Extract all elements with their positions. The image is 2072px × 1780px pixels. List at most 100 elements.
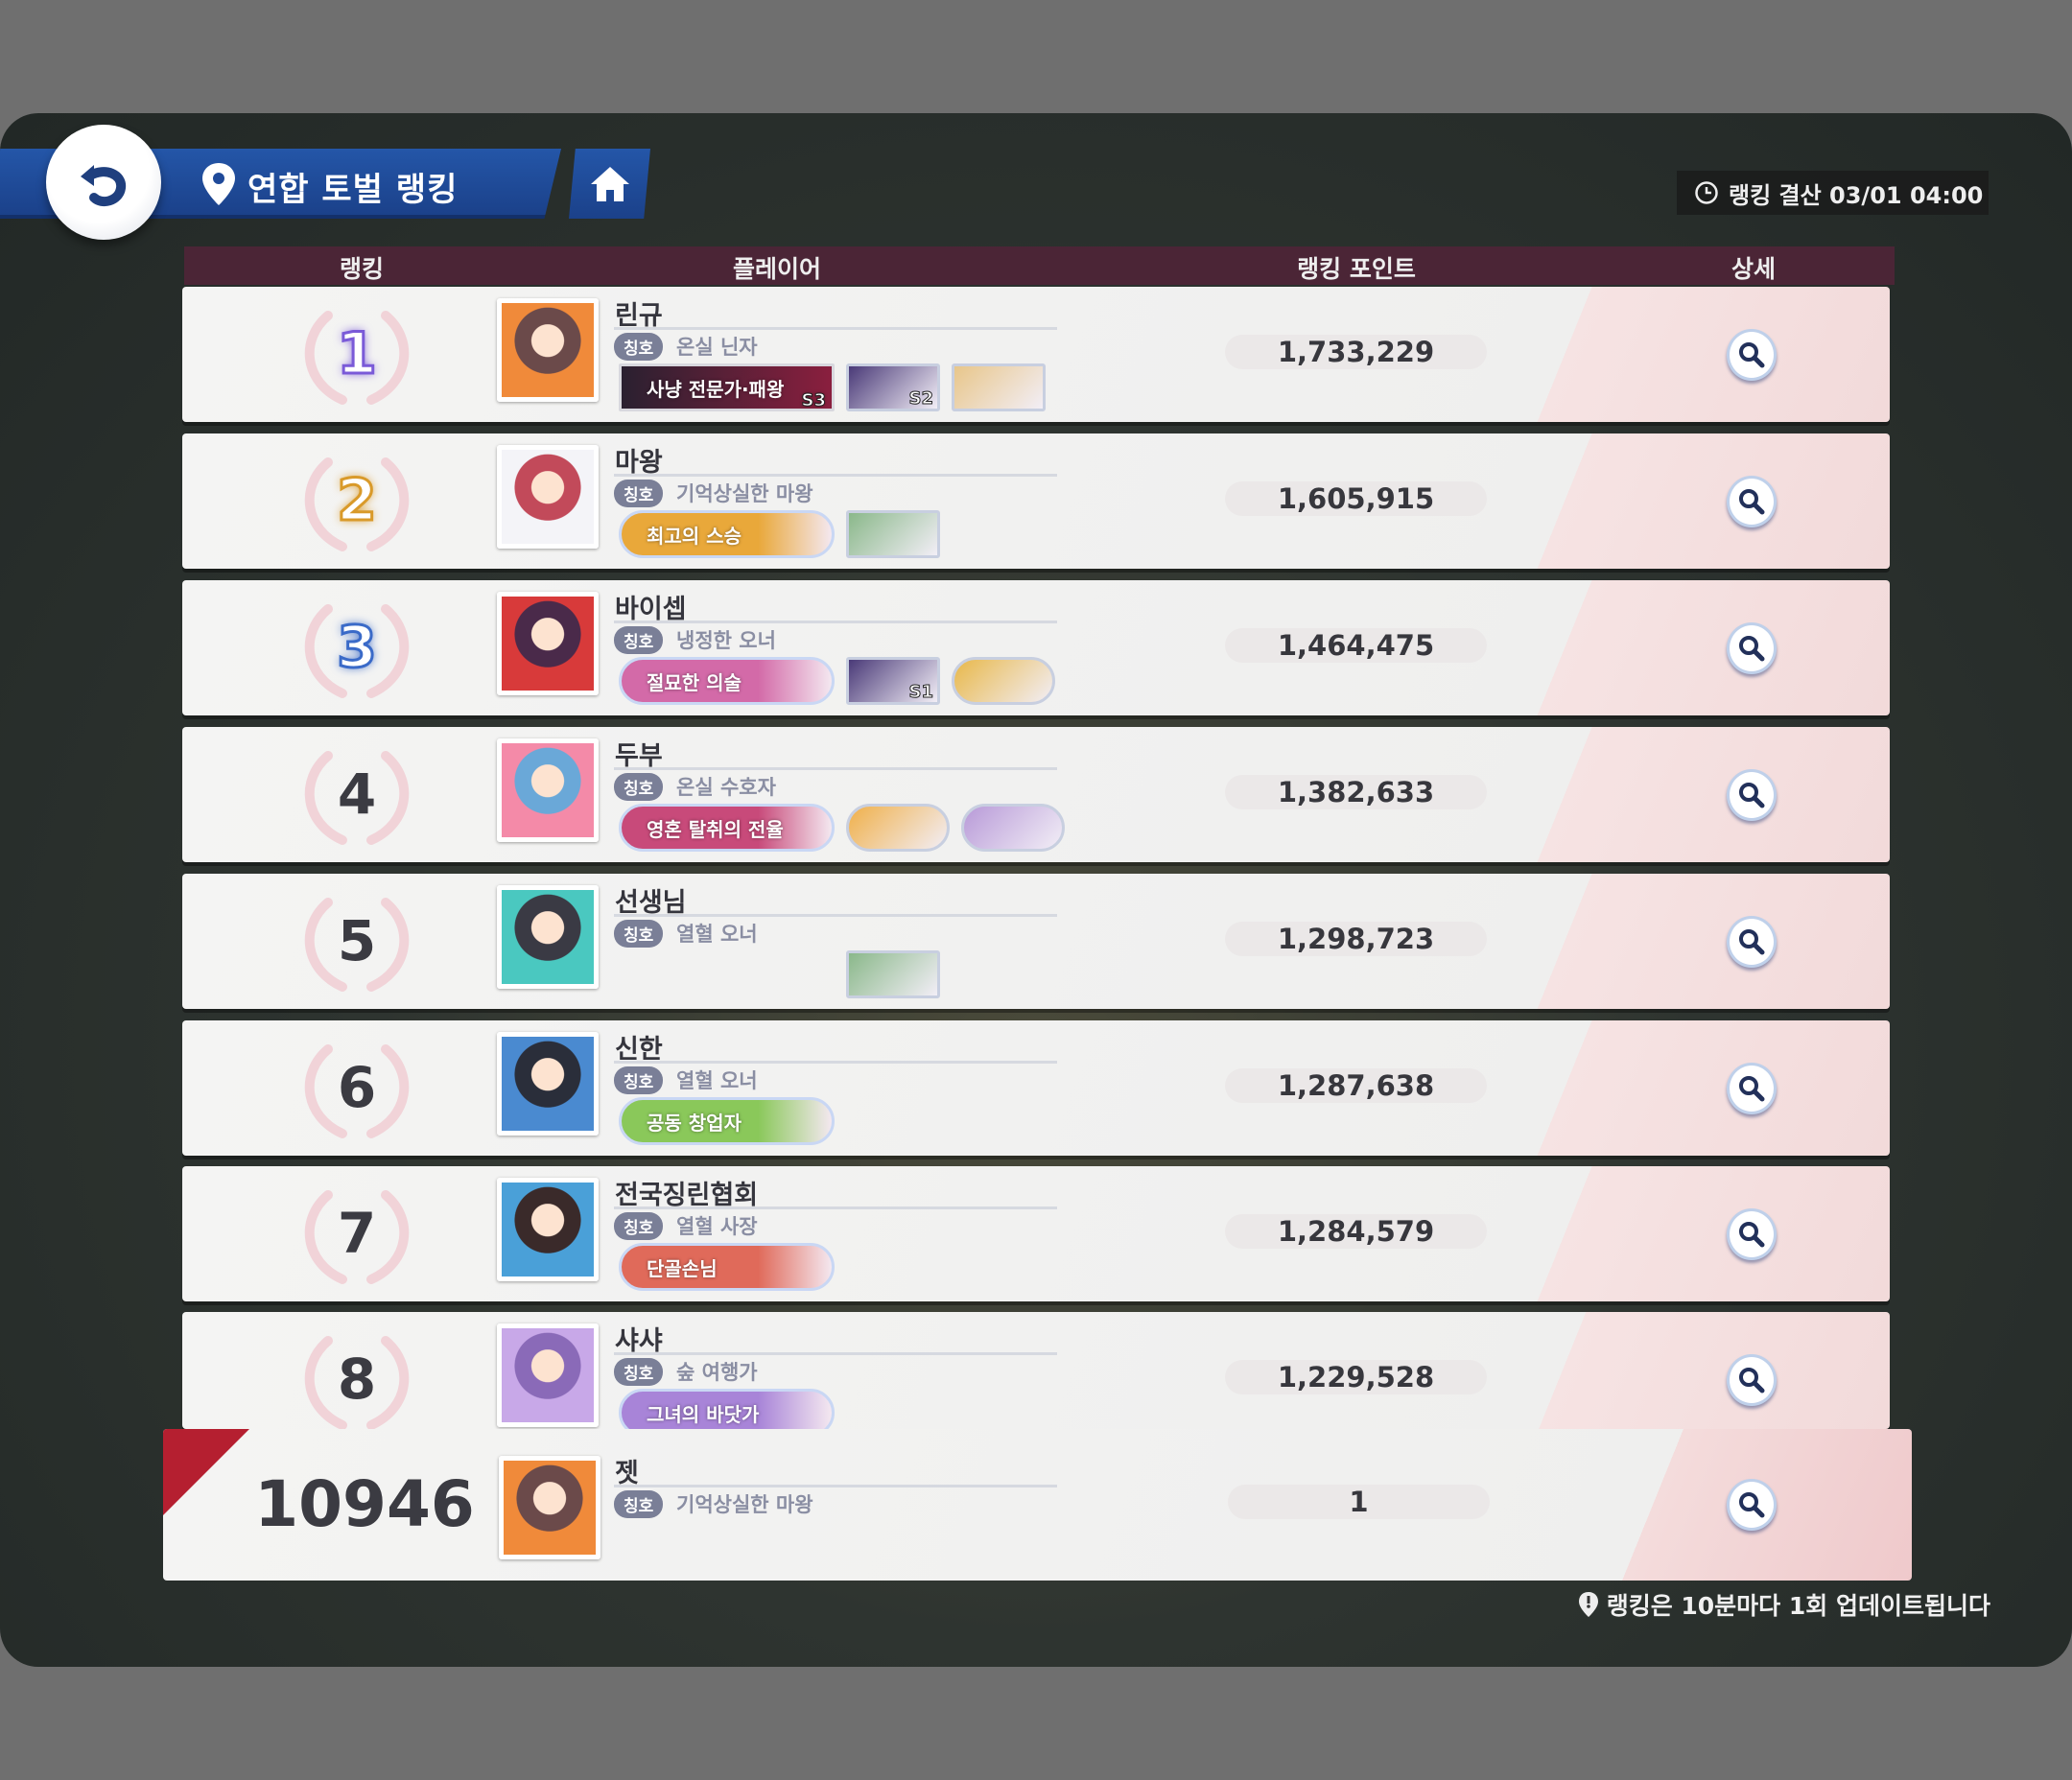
portrait-badge[interactable] — [952, 657, 1055, 705]
ranking-row: 4 두부 칭호 온실 수호자 영혼 탈취의 전율 1,382,633 — [182, 727, 1890, 862]
magnifier-icon — [1739, 489, 1765, 515]
detail-button[interactable] — [1727, 769, 1777, 821]
player-title: 숲 여행가 — [676, 1361, 758, 1384]
portrait-badge[interactable] — [961, 804, 1065, 852]
player-avatar[interactable] — [497, 445, 599, 549]
magnifier-icon — [1739, 1368, 1765, 1394]
portrait-badge[interactable] — [846, 950, 940, 998]
title-banner[interactable]: 그녀의 바닷가 — [619, 1389, 835, 1429]
magnifier-icon — [1739, 1492, 1765, 1518]
ranking-points: 1,284,579 — [1225, 1214, 1487, 1249]
home-button[interactable] — [569, 149, 650, 219]
laurel-icon — [304, 1044, 410, 1138]
badge-spacer — [619, 974, 835, 975]
rank-medal: 1 — [290, 296, 424, 411]
game-window: 연합 토벌 랭킹 랭킹 결산 03/01 04:00 랭킹 플레이어 랭킹 포인… — [0, 113, 2072, 1667]
banner-text: 최고의 스승 — [647, 524, 742, 548]
magnifier-icon — [1739, 636, 1765, 662]
player-title: 열혈 오너 — [676, 1069, 758, 1092]
laurel-icon — [304, 751, 410, 845]
detail-button[interactable] — [1727, 916, 1777, 968]
name-divider — [614, 327, 1057, 330]
player-avatar[interactable] — [497, 1323, 599, 1427]
rank-number: 10946 — [254, 1466, 475, 1541]
ranking-points: 1,733,229 — [1225, 335, 1487, 369]
player-title: 온실 수호자 — [676, 776, 776, 799]
title-banner[interactable]: 단골손님 — [619, 1243, 835, 1291]
rank-medal: 2 — [290, 443, 424, 558]
badge-list: 영혼 탈취의 전율 — [619, 802, 1065, 854]
rank-cell: 7 — [290, 1176, 424, 1291]
page-title: 연합 토벌 랭킹 — [247, 171, 459, 209]
ranking-row: 2 마왕 칭호 기억상실한 마왕 최고의 스승 1,605,915 — [182, 433, 1890, 569]
rank-number: 8 — [337, 1347, 377, 1412]
season-label: S3 — [801, 390, 826, 411]
laurel-icon — [304, 1336, 410, 1429]
portrait-badge[interactable]: S2 — [846, 363, 940, 411]
player-avatar[interactable] — [497, 592, 599, 695]
player-avatar[interactable] — [497, 1032, 599, 1136]
detail-button[interactable] — [1727, 1063, 1777, 1114]
rank-number: 4 — [337, 761, 377, 827]
player-name: 신한 — [615, 1035, 663, 1065]
player-avatar[interactable] — [497, 1178, 599, 1281]
player-avatar[interactable] — [497, 298, 599, 402]
name-divider — [614, 1061, 1057, 1064]
rank-medal: 3 — [290, 590, 424, 705]
title-banner[interactable]: 사냥 전문가·패왕 S3 — [619, 363, 835, 411]
ranking-points: 1,605,915 — [1225, 481, 1487, 516]
badge-list: 사냥 전문가·패왕 S3 S2 — [619, 362, 1046, 413]
season-label: S1 — [908, 682, 933, 703]
title-tag: 칭호 — [614, 773, 664, 801]
player-name: 마왕 — [615, 448, 663, 478]
column-detail: 상세 — [1731, 255, 1777, 283]
player-avatar[interactable] — [497, 885, 599, 989]
title-tag: 칭호 — [614, 1490, 664, 1518]
name-divider — [614, 1352, 1057, 1355]
player-title: 온실 닌자 — [676, 336, 758, 359]
title-banner[interactable]: 절묘한 의술 — [619, 657, 835, 705]
player-name: 젯 — [615, 1459, 639, 1488]
title-banner[interactable]: 최고의 스승 — [619, 510, 835, 558]
title-banner[interactable]: 영혼 탈취의 전율 — [619, 804, 835, 852]
rank-number: 6 — [337, 1055, 377, 1120]
portrait-badge[interactable] — [846, 804, 950, 852]
banner-text: 절묘한 의술 — [647, 670, 742, 694]
player-title: 기억상실한 마왕 — [676, 482, 813, 505]
rank-number: 1 — [336, 319, 379, 389]
portrait-badge[interactable] — [846, 510, 940, 558]
title-tag: 칭호 — [614, 920, 664, 948]
location-pin-icon — [202, 163, 235, 205]
banner-text: 단골손님 — [647, 1256, 718, 1280]
ranking-points: 1,298,723 — [1225, 922, 1487, 956]
ranking-row: 1 린규 칭호 온실 닌자 사냥 전문가·패왕 S3 S2 1,733,229 — [182, 287, 1890, 422]
update-notice: 랭킹은 10분마다 1회 업데이트됩니다 — [1578, 1587, 1990, 1622]
table-header: 랭킹 플레이어 랭킹 포인트 상세 — [184, 246, 1895, 285]
detail-button[interactable] — [1727, 476, 1777, 527]
laurel-icon — [304, 1190, 410, 1284]
player-name: 바이셉 — [615, 595, 687, 624]
badge-list: 최고의 스승 — [619, 508, 940, 560]
name-divider — [614, 474, 1057, 477]
detail-button[interactable] — [1727, 1479, 1777, 1531]
portrait-badge[interactable]: S1 — [846, 657, 940, 705]
column-points: 랭킹 포인트 — [1297, 255, 1416, 283]
title-banner[interactable]: 공동 창업자 — [619, 1097, 835, 1145]
player-avatar[interactable] — [499, 1456, 600, 1559]
detail-button[interactable] — [1727, 1354, 1777, 1406]
detail-button[interactable] — [1727, 1208, 1777, 1260]
title-tag: 칭호 — [614, 1066, 664, 1094]
name-divider — [614, 914, 1057, 917]
banner-text: 사냥 전문가·패왕 — [647, 377, 785, 401]
rank-cell: 4 — [290, 737, 424, 852]
name-divider — [614, 767, 1057, 770]
badge-list: 단골손님 — [619, 1241, 835, 1293]
detail-button[interactable] — [1727, 329, 1777, 381]
player-avatar[interactable] — [497, 738, 599, 842]
portrait-badge[interactable] — [952, 363, 1046, 411]
title-tag: 칭호 — [614, 626, 664, 654]
player-title: 냉정한 오너 — [676, 629, 776, 652]
column-player: 플레이어 — [732, 255, 822, 283]
detail-button[interactable] — [1727, 622, 1777, 674]
back-button[interactable] — [46, 125, 161, 240]
